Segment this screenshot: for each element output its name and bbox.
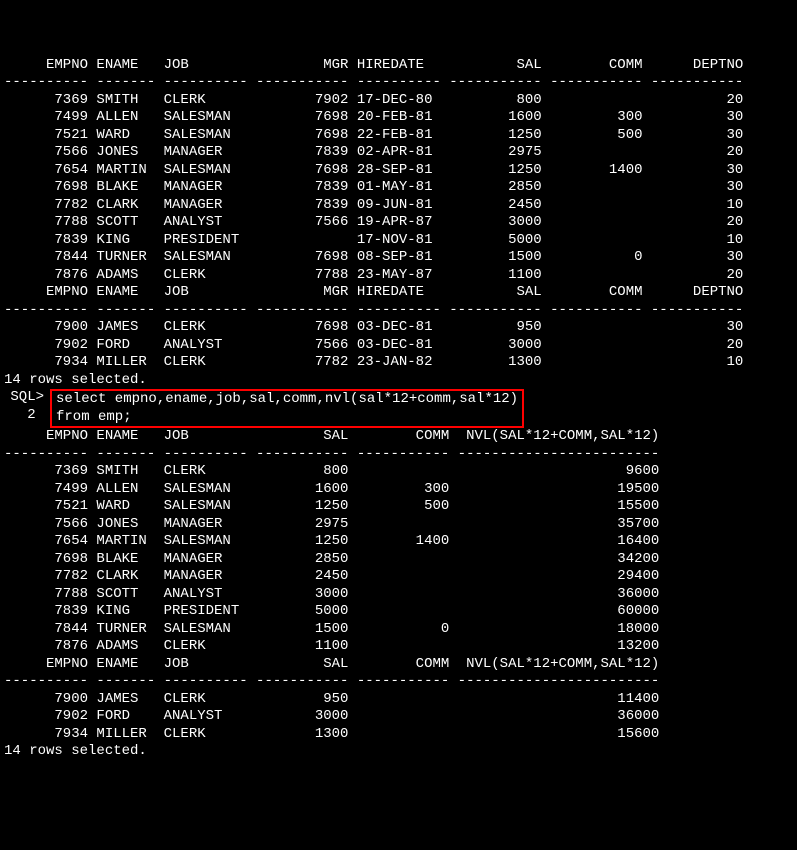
table-row: 7369 SMITH CLERK 800 9600 [4, 463, 793, 481]
table-row: 7521 WARD SALESMAN 7698 22-FEB-81 1250 5… [4, 127, 793, 145]
table-row: 7654 MARTIN SALESMAN 7698 28-SEP-81 1250… [4, 162, 793, 180]
table-row: ---------- ------- ---------- ----------… [4, 74, 793, 92]
table-row: 7499 ALLEN SALESMAN 1600 300 19500 [4, 481, 793, 499]
rows-selected: 14 rows selected. [4, 372, 793, 390]
table-row: 7839 KING PRESIDENT 17-NOV-81 5000 10 [4, 232, 793, 250]
table-row: 7782 CLARK MANAGER 7839 09-JUN-81 2450 1… [4, 197, 793, 215]
table-row: EMPNO ENAME JOB SAL COMM NVL(SAL*12+COMM… [4, 656, 793, 674]
sql-query-text[interactable]: select empno,ename,job,sal,comm,nvl(sal*… [56, 391, 518, 409]
table-row: 7654 MARTIN SALESMAN 1250 1400 16400 [4, 533, 793, 551]
table-row: 7902 FORD ANALYST 3000 36000 [4, 708, 793, 726]
table-row: ---------- ------- ---------- ----------… [4, 673, 793, 691]
table-row: 7566 JONES MANAGER 2975 35700 [4, 516, 793, 534]
table-row: ---------- ------- ---------- ----------… [4, 446, 793, 464]
table-row: 7782 CLARK MANAGER 2450 29400 [4, 568, 793, 586]
table-row: 7788 SCOTT ANALYST 7566 19-APR-87 3000 2… [4, 214, 793, 232]
table-row: EMPNO ENAME JOB MGR HIREDATE SAL COMM DE… [4, 284, 793, 302]
table-row: 7499 ALLEN SALESMAN 7698 20-FEB-81 1600 … [4, 109, 793, 127]
sql-block: SQL>2 select empno,ename,job,sal,comm,nv… [4, 389, 793, 428]
sql-query-text[interactable]: from emp; [56, 409, 518, 427]
table-row: ---------- ------- ---------- ----------… [4, 302, 793, 320]
table-row: 7566 JONES MANAGER 7839 02-APR-81 2975 2… [4, 144, 793, 162]
table-row: EMPNO ENAME JOB SAL COMM NVL(SAL*12+COMM… [4, 428, 793, 446]
table-row: 7698 BLAKE MANAGER 7839 01-MAY-81 2850 3… [4, 179, 793, 197]
table-row: 7844 TURNER SALESMAN 7698 08-SEP-81 1500… [4, 249, 793, 267]
table-row: 7698 BLAKE MANAGER 2850 34200 [4, 551, 793, 569]
table-row: 7902 FORD ANALYST 7566 03-DEC-81 3000 20 [4, 337, 793, 355]
table-row: EMPNO ENAME JOB MGR HIREDATE SAL COMM DE… [4, 57, 793, 75]
table-row: 7521 WARD SALESMAN 1250 500 15500 [4, 498, 793, 516]
table-row: 7788 SCOTT ANALYST 3000 36000 [4, 586, 793, 604]
sql-line-number: 2 [4, 407, 48, 425]
sql-query-highlight: select empno,ename,job,sal,comm,nvl(sal*… [50, 389, 524, 428]
table-row: 7934 MILLER CLERK 7782 23-JAN-82 1300 10 [4, 354, 793, 372]
sql-prompt: SQL> [4, 389, 48, 407]
table-row: 7844 TURNER SALESMAN 1500 0 18000 [4, 621, 793, 639]
terminal-output: EMPNO ENAME JOB MGR HIREDATE SAL COMM DE… [4, 57, 793, 761]
table-row: 7876 ADAMS CLERK 1100 13200 [4, 638, 793, 656]
table-row: 7369 SMITH CLERK 7902 17-DEC-80 800 20 [4, 92, 793, 110]
table-row: 7934 MILLER CLERK 1300 15600 [4, 726, 793, 744]
table-row: 7839 KING PRESIDENT 5000 60000 [4, 603, 793, 621]
rows-selected: 14 rows selected. [4, 743, 793, 761]
table-row: 7900 JAMES CLERK 7698 03-DEC-81 950 30 [4, 319, 793, 337]
table-row: 7876 ADAMS CLERK 7788 23-MAY-87 1100 20 [4, 267, 793, 285]
table-row: 7900 JAMES CLERK 950 11400 [4, 691, 793, 709]
